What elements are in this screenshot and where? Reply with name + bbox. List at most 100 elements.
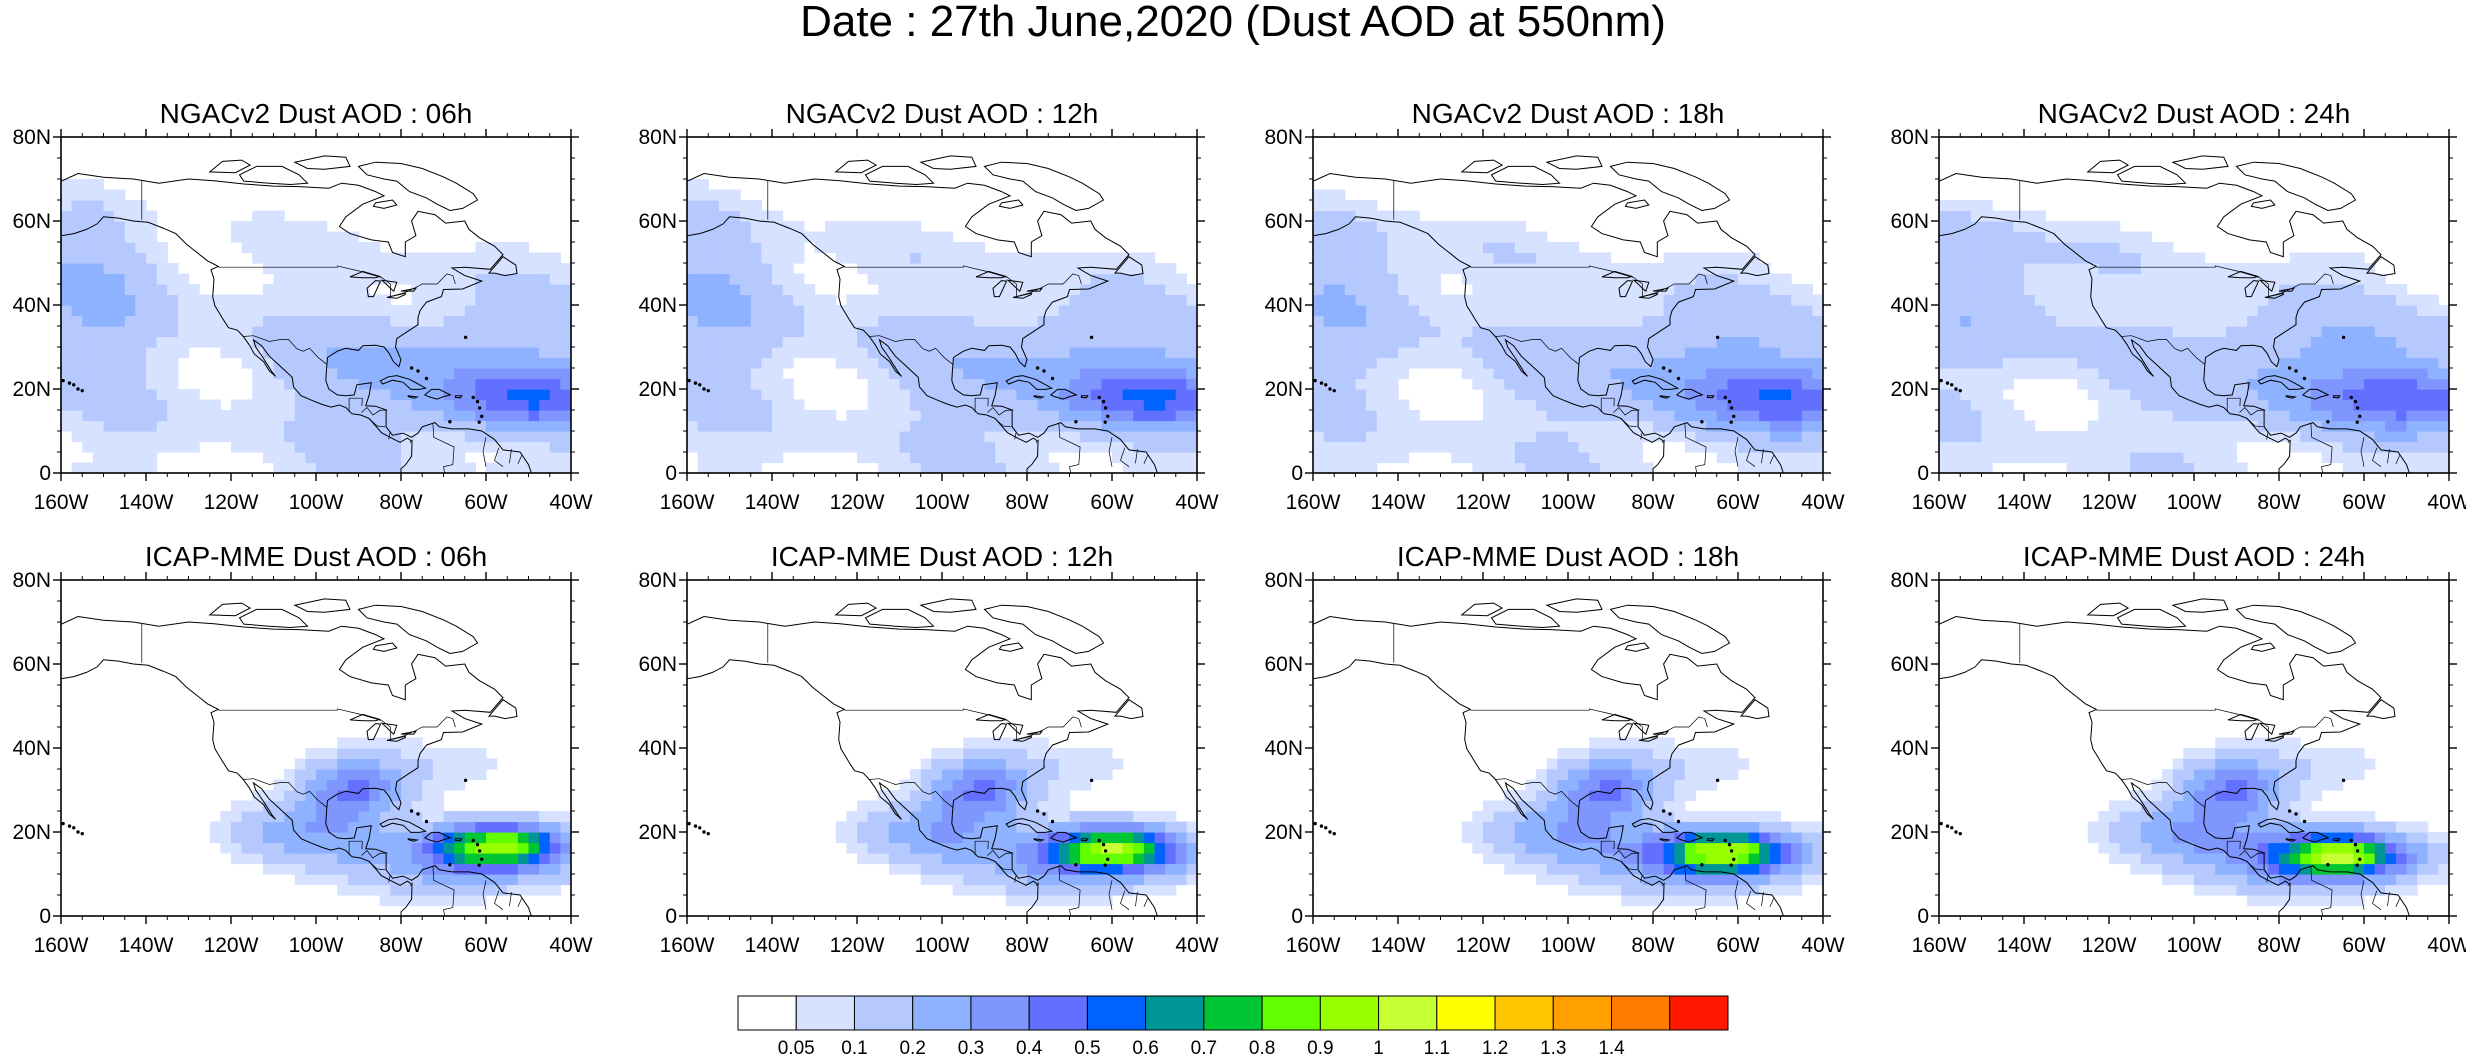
lon-tick-label: 140W [1371, 934, 1426, 957]
lat-tick-label: 0 [39, 462, 51, 485]
panel-title: ICAP-MME Dust AOD : 18h [1397, 541, 1739, 572]
lon-tick-label: 140W [1997, 491, 2052, 514]
lon-tick-label: 80W [1005, 934, 1048, 957]
coastlines [1939, 155, 2410, 473]
lon-tick-label: 140W [745, 934, 800, 957]
country-borders [141, 623, 523, 916]
lon-tick-label: 120W [1456, 491, 1511, 514]
lat-tick-label: 40N [1264, 737, 1303, 760]
lat-tick-label: 20N [1264, 821, 1303, 844]
lon-tick-label: 160W [1912, 491, 1967, 514]
panel-title: NGACv2 Dust AOD : 18h [1412, 98, 1725, 129]
lon-tick-label: 140W [1371, 491, 1426, 514]
colorbar-label: 1.2 [1482, 1038, 1508, 1056]
aod-field [1939, 200, 2449, 473]
panel-title: ICAP-MME Dust AOD : 12h [771, 541, 1113, 572]
country-borders [1393, 180, 1775, 473]
lat-tick-label: 20N [12, 821, 51, 844]
aod-field [209, 737, 571, 907]
lon-tick-label: 100W [2167, 491, 2222, 514]
lon-tick-label: 60W [464, 934, 507, 957]
panel-title: NGACv2 Dust AOD : 06h [160, 98, 473, 129]
aod-field [2087, 737, 2449, 907]
lon-tick-label: 40W [1175, 934, 1218, 957]
colorbar-swatch [795, 995, 855, 1031]
colorbar-label: 0.7 [1191, 1038, 1217, 1056]
lat-tick-label: 80N [12, 126, 51, 149]
lat-tick-label: 60N [1890, 210, 1929, 233]
panel-title: ICAP-MME Dust AOD : 24h [2023, 541, 2365, 572]
lat-tick-label: 20N [12, 378, 51, 401]
colorbar-swatch [1611, 995, 1671, 1031]
lat-tick-label: 60N [12, 653, 51, 676]
lat-tick-label: 20N [1890, 378, 1929, 401]
colorbar-label: 0.9 [1307, 1038, 1333, 1056]
lon-tick-label: 60W [2342, 934, 2385, 957]
coastlines [1313, 155, 1784, 473]
colorbar-label: 0.5 [1074, 1038, 1100, 1056]
colorbar-swatch [1086, 995, 1147, 1031]
lon-tick-label: 60W [1716, 491, 1759, 514]
lon-tick-label: 120W [1456, 934, 1511, 957]
lon-tick-label: 40W [549, 934, 592, 957]
lon-tick-label: 80W [379, 491, 422, 514]
colorbar-label: 0.05 [778, 1038, 815, 1056]
lon-tick-label: 120W [830, 934, 885, 957]
colorbar-label: 1.4 [1598, 1038, 1625, 1056]
colorbar-swatch [1436, 995, 1496, 1031]
map-panel: NGACv2 Dust AOD : 18h 160W 140W 120W 100W 80W… [1264, 98, 1844, 514]
colorbar-label: 0.3 [958, 1038, 984, 1056]
lon-tick-label: 100W [289, 491, 344, 514]
lon-tick-label: 160W [34, 934, 89, 957]
lat-tick-label: 60N [1264, 210, 1303, 233]
lat-tick-label: 20N [638, 378, 677, 401]
lon-tick-label: 40W [549, 491, 592, 514]
lon-tick-label: 140W [119, 934, 174, 957]
panel-title: NGACv2 Dust AOD : 24h [2038, 98, 2351, 129]
country-borders [141, 180, 523, 473]
colorbar-swatch [1494, 995, 1554, 1031]
lat-tick-label: 40N [1890, 737, 1929, 760]
lon-tick-label: 80W [1631, 491, 1674, 514]
coastlines [1939, 598, 2410, 916]
colorbar-label: 0.2 [899, 1038, 925, 1056]
figure-title: Date : 27th June,2020 (Dust AOD at 550nm… [800, 0, 1666, 46]
lat-tick-label: 80N [1890, 126, 1929, 149]
colorbar-swatch [1261, 995, 1321, 1031]
lon-tick-label: 160W [660, 934, 715, 957]
aod-field [835, 737, 1197, 907]
lon-tick-label: 60W [464, 491, 507, 514]
lon-tick-label: 60W [1716, 934, 1759, 957]
lat-tick-label: 0 [1917, 905, 1929, 928]
lat-tick-label: 80N [638, 126, 677, 149]
lon-tick-label: 100W [289, 934, 344, 957]
lon-tick-label: 100W [915, 491, 970, 514]
map-panel: NGACv2 Dust AOD : 12h 160W 140W 120W 100W 80W… [638, 98, 1218, 514]
lon-tick-label: 60W [2342, 491, 2385, 514]
lon-tick-label: 80W [2257, 491, 2300, 514]
country-borders [2019, 623, 2401, 916]
colorbar-swatch [1552, 995, 1613, 1031]
lat-tick-label: 60N [1890, 653, 1929, 676]
lon-tick-label: 100W [915, 934, 970, 957]
colorbar-swatch [1378, 995, 1438, 1031]
lon-tick-label: 160W [1286, 491, 1341, 514]
colorbar: 0.05 0.1 0.2 0.3 0.4 0.5 0.6 0.7 0.8 0.9 1 1.1 1.2 1.… [737, 995, 1729, 1056]
coastlines [1313, 598, 1784, 916]
lat-tick-label: 20N [1890, 821, 1929, 844]
map-panel: ICAP-MME Dust AOD : 12h 160W 140W 120W 100W 8… [638, 541, 1218, 957]
lat-tick-label: 80N [638, 569, 677, 592]
lon-tick-label: 40W [2427, 491, 2466, 514]
lon-tick-label: 160W [1912, 934, 1967, 957]
coastlines [61, 155, 532, 473]
country-borders [767, 180, 1149, 473]
lat-tick-label: 60N [638, 653, 677, 676]
map-panel: ICAP-MME Dust AOD : 06h 160W 140W 120W 100W 8… [12, 541, 592, 957]
lat-tick-label: 0 [1291, 905, 1303, 928]
colorbar-swatch [1203, 995, 1263, 1031]
lon-tick-label: 40W [2427, 934, 2466, 957]
colorbar-label: 0.1 [841, 1038, 867, 1056]
colorbar-label: 1.3 [1540, 1038, 1566, 1056]
lon-tick-label: 100W [1541, 491, 1596, 514]
